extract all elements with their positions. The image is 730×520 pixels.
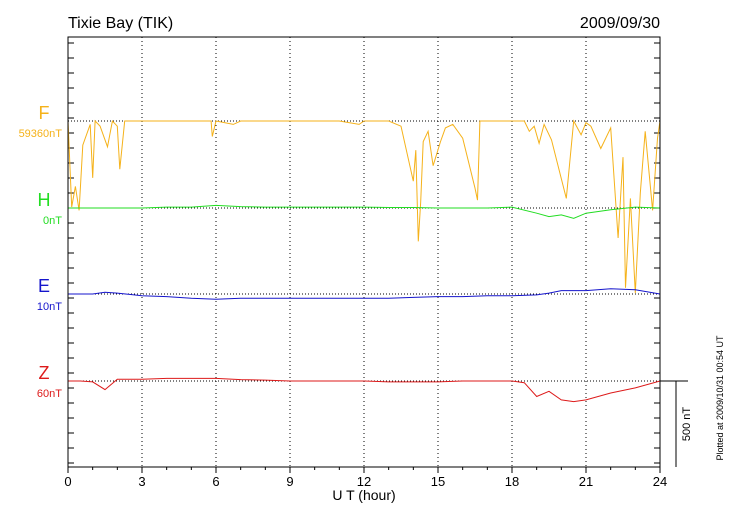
series-line-z — [68, 377, 661, 403]
chart-date: 2009/09/30 — [580, 15, 660, 32]
x-tick-label-0: 0 — [64, 474, 71, 489]
channel-baseline-value-e: 10nT — [37, 301, 62, 313]
channel-baseline-value-h: 0nT — [43, 215, 62, 227]
x-axis-ticks: 0 3 6 9 12 15 18 21 24 — [64, 467, 667, 489]
x-tick-label-18: 18 — [505, 474, 519, 489]
x-tick-label-12: 12 — [357, 474, 371, 489]
channel-label-z: Z — [39, 363, 50, 383]
vertical-grid — [141, 37, 587, 467]
channel-baseline-value-f: 59360nT — [19, 128, 63, 140]
data-series — [67, 119, 661, 403]
channel-label-f: F — [39, 103, 50, 123]
x-tick-label-6: 6 — [212, 474, 219, 489]
x-axis-label: U T (hour) — [332, 487, 395, 503]
scale-bar: 500 nT — [660, 380, 693, 467]
plotted-timestamp: Plotted at 2009/10/31 00:54 UT — [715, 335, 725, 461]
series-line-h — [68, 204, 661, 219]
x-tick-label-24: 24 — [653, 474, 667, 489]
series-line-f — [67, 119, 661, 294]
x-tick-label-3: 3 — [138, 474, 145, 489]
channel-label-h: H — [38, 190, 51, 210]
channel-baseline-value-z: 60nT — [37, 388, 62, 400]
channel-label-e: E — [38, 276, 50, 296]
series-line-e — [68, 288, 661, 300]
x-tick-label-21: 21 — [579, 474, 593, 489]
scale-bar-label: 500 nT — [681, 407, 693, 442]
x-tick-label-9: 9 — [286, 474, 293, 489]
x-tick-label-15: 15 — [431, 474, 445, 489]
channel-labels: F 59360nT H 0nT E 10nT Z 60nT — [19, 103, 63, 400]
chart-title: Tixie Bay (TIK) — [68, 15, 173, 32]
